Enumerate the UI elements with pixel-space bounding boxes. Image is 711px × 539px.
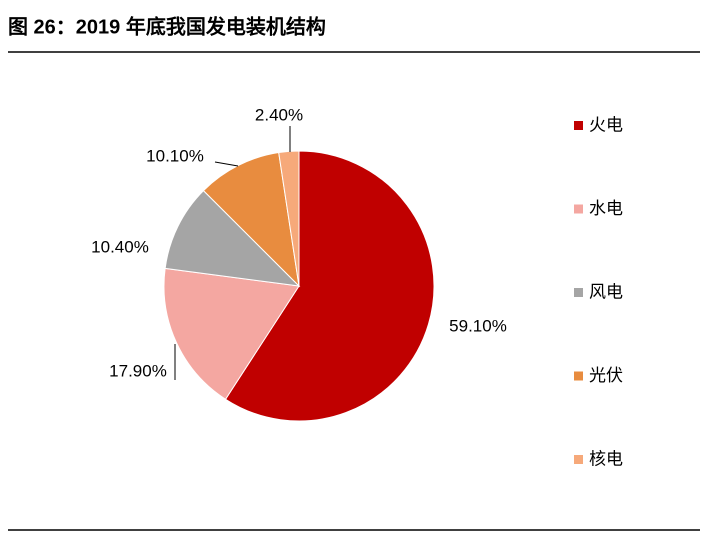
legend-swatch (574, 204, 583, 214)
data-label: 59.10% (449, 316, 507, 335)
data-label: 2.40% (255, 105, 303, 124)
pie-slice (163, 267, 300, 400)
legend-swatch (574, 121, 583, 130)
legend-label: 风电 (589, 282, 623, 301)
legend-swatch (574, 288, 583, 297)
legend-label: 火电 (589, 115, 623, 134)
pie-slice (224, 150, 435, 422)
chart-title: 图 26：2019 年底我国发电装机结构 (8, 14, 326, 38)
legend-label: 核电 (589, 449, 623, 468)
data-label: 10.10% (146, 146, 204, 165)
pie-slice (278, 150, 300, 287)
pie-slice (202, 151, 300, 288)
legend-label: 光伏 (589, 366, 623, 385)
legend-label: 水电 (589, 199, 623, 218)
pie-slice (164, 189, 301, 287)
legend-swatch (574, 455, 583, 464)
data-label: 10.40% (91, 237, 149, 256)
data-label: 17.90% (109, 361, 167, 380)
leader-line (214, 161, 239, 167)
legend-swatch (574, 371, 583, 381)
